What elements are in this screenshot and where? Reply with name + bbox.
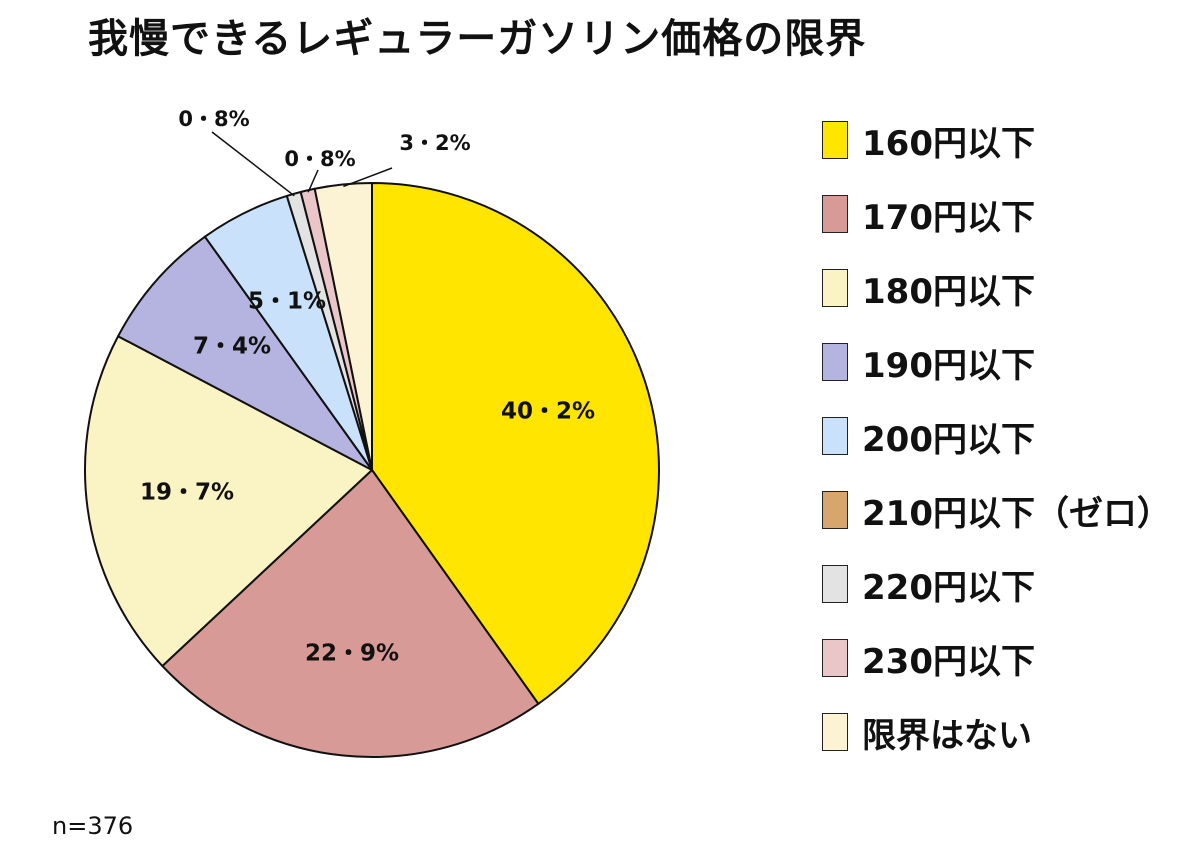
- leader-line-none-8: [343, 167, 393, 188]
- legend-item-230-7: 230円以下: [822, 636, 1035, 682]
- legend-item-none-8: 限界はない: [822, 710, 1032, 756]
- legend-item-220-6: 220円以下: [822, 562, 1035, 608]
- legend-label: 220円以下: [862, 567, 1035, 608]
- legend-label: 210円以下（ゼロ）: [862, 493, 1171, 534]
- legend-swatch: [822, 639, 848, 677]
- legend-swatch: [822, 343, 848, 381]
- slice-value-label-230-7: 0・8%: [284, 147, 355, 171]
- legend-item-200-4: 200円以下: [822, 414, 1035, 460]
- legend-swatch: [822, 565, 848, 603]
- legend-item-180-2: 180円以下: [822, 266, 1035, 312]
- slice-value-label-220-6: 0・8%: [178, 107, 249, 131]
- legend-swatch: [822, 417, 848, 455]
- pie-slice-190-3: [117, 235, 373, 471]
- slice-value-label-190-3: 7・4%: [193, 334, 271, 360]
- legend-item-190-3: 190円以下: [822, 340, 1035, 386]
- leader-line-220-6: [211, 131, 295, 197]
- slice-value-label-170-1: 22・9%: [305, 641, 399, 667]
- pie-slice-170-1: [161, 469, 540, 758]
- legend-label: 170円以下: [862, 197, 1035, 238]
- pie-slice-160-0: [371, 182, 660, 705]
- legend-label: 200円以下: [862, 419, 1035, 460]
- sample-size-note: n=376: [52, 812, 134, 840]
- legend-swatch: [822, 195, 848, 233]
- leader-line-230-7: [307, 169, 319, 193]
- slice-value-label-200-4: 5・1%: [248, 289, 326, 315]
- legend-label: 限界はない: [862, 715, 1032, 756]
- legend-swatch: [822, 269, 848, 307]
- pie-slice-180-2: [84, 335, 373, 667]
- legend-item-170-1: 170円以下: [822, 192, 1035, 238]
- legend-swatch: [822, 121, 848, 159]
- legend-swatch: [822, 491, 848, 529]
- legend-label: 230円以下: [862, 641, 1035, 682]
- legend-label: 160円以下: [862, 123, 1035, 164]
- slice-value-label-180-2: 19・7%: [140, 480, 234, 506]
- legend-label: 180円以下: [862, 271, 1035, 312]
- legend-item-210-5: 210円以下（ゼロ）: [822, 488, 1171, 534]
- slice-value-label-none-8: 3・2%: [399, 131, 470, 155]
- legend-label: 190円以下: [862, 345, 1035, 386]
- pie-slice-none-8: [313, 182, 373, 471]
- chart-title: 我慢できるレギュラーガソリン価格の限界: [88, 16, 867, 62]
- legend-item-160-0: 160円以下: [822, 118, 1035, 164]
- slice-value-label-160-0: 40・2%: [501, 399, 595, 425]
- legend-swatch: [822, 713, 848, 751]
